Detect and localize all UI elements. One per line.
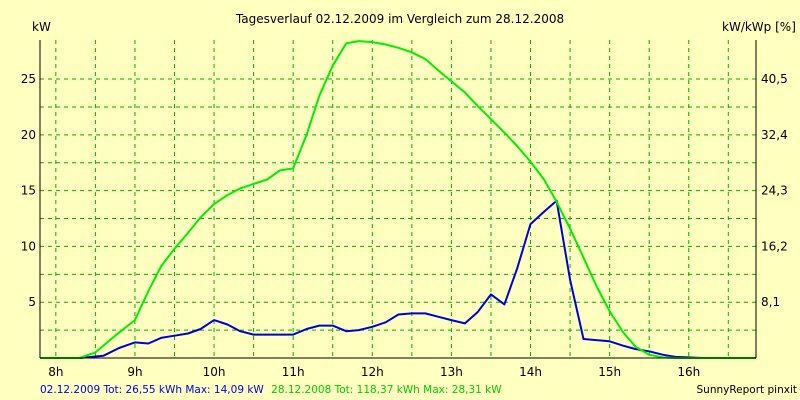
grid-lines — [40, 40, 756, 358]
y-tick-label-right: 24,3 — [761, 184, 788, 198]
x-tick-label: 10h — [203, 365, 226, 379]
y-axis-left-label: kW — [32, 20, 51, 34]
series-line-today — [40, 199, 756, 359]
x-tick-label: 12h — [361, 365, 384, 379]
footer-summary-line: 02.12.2009 Tot: 26,55 kWh Max: 14,09 kW … — [40, 384, 502, 396]
y-tick-label-right: 32,4 — [761, 128, 788, 142]
y-tick-label-left: 20 — [21, 128, 36, 142]
y-tick-label-right: 16,2 — [761, 239, 788, 253]
chart-title: Tagesverlauf 02.12.2009 im Vergleich zum… — [235, 12, 564, 26]
x-tick-label: 14h — [519, 365, 542, 379]
y-tick-label-right: 40,5 — [761, 72, 788, 86]
series-lines — [40, 40, 756, 359]
tick-labels: 8h 9h 10h 11h 12h 13h 14h 15h 16h 5 10 15 20 25 8,1 16,… — [21, 72, 788, 379]
x-tick-label: 15h — [598, 365, 621, 379]
summary-compare: 28.12.2008 Tot: 118,37 kWh Max: 28,31 kW — [271, 384, 502, 396]
axes — [39, 40, 757, 359]
series-line-compare — [40, 40, 756, 359]
y-tick-label-right: 8,1 — [761, 295, 780, 309]
x-tick-label: 9h — [127, 365, 142, 379]
summary-today: 02.12.2009 Tot: 26,55 kWh Max: 14,09 kW — [40, 384, 264, 396]
y-axis-right-label: kW/kWp [%] — [722, 20, 796, 34]
x-tick-label: 11h — [282, 365, 305, 379]
brand-label: SunnyReport pinxit — [697, 384, 797, 396]
y-tick-label-left: 10 — [21, 239, 36, 253]
y-tick-label-left: 5 — [28, 295, 36, 309]
x-tick-label: 13h — [440, 365, 463, 379]
x-tick-label: 16h — [677, 365, 700, 379]
y-tick-label-left: 15 — [21, 184, 36, 198]
y-tick-label-left: 25 — [21, 72, 36, 86]
x-tick-label: 8h — [48, 365, 63, 379]
